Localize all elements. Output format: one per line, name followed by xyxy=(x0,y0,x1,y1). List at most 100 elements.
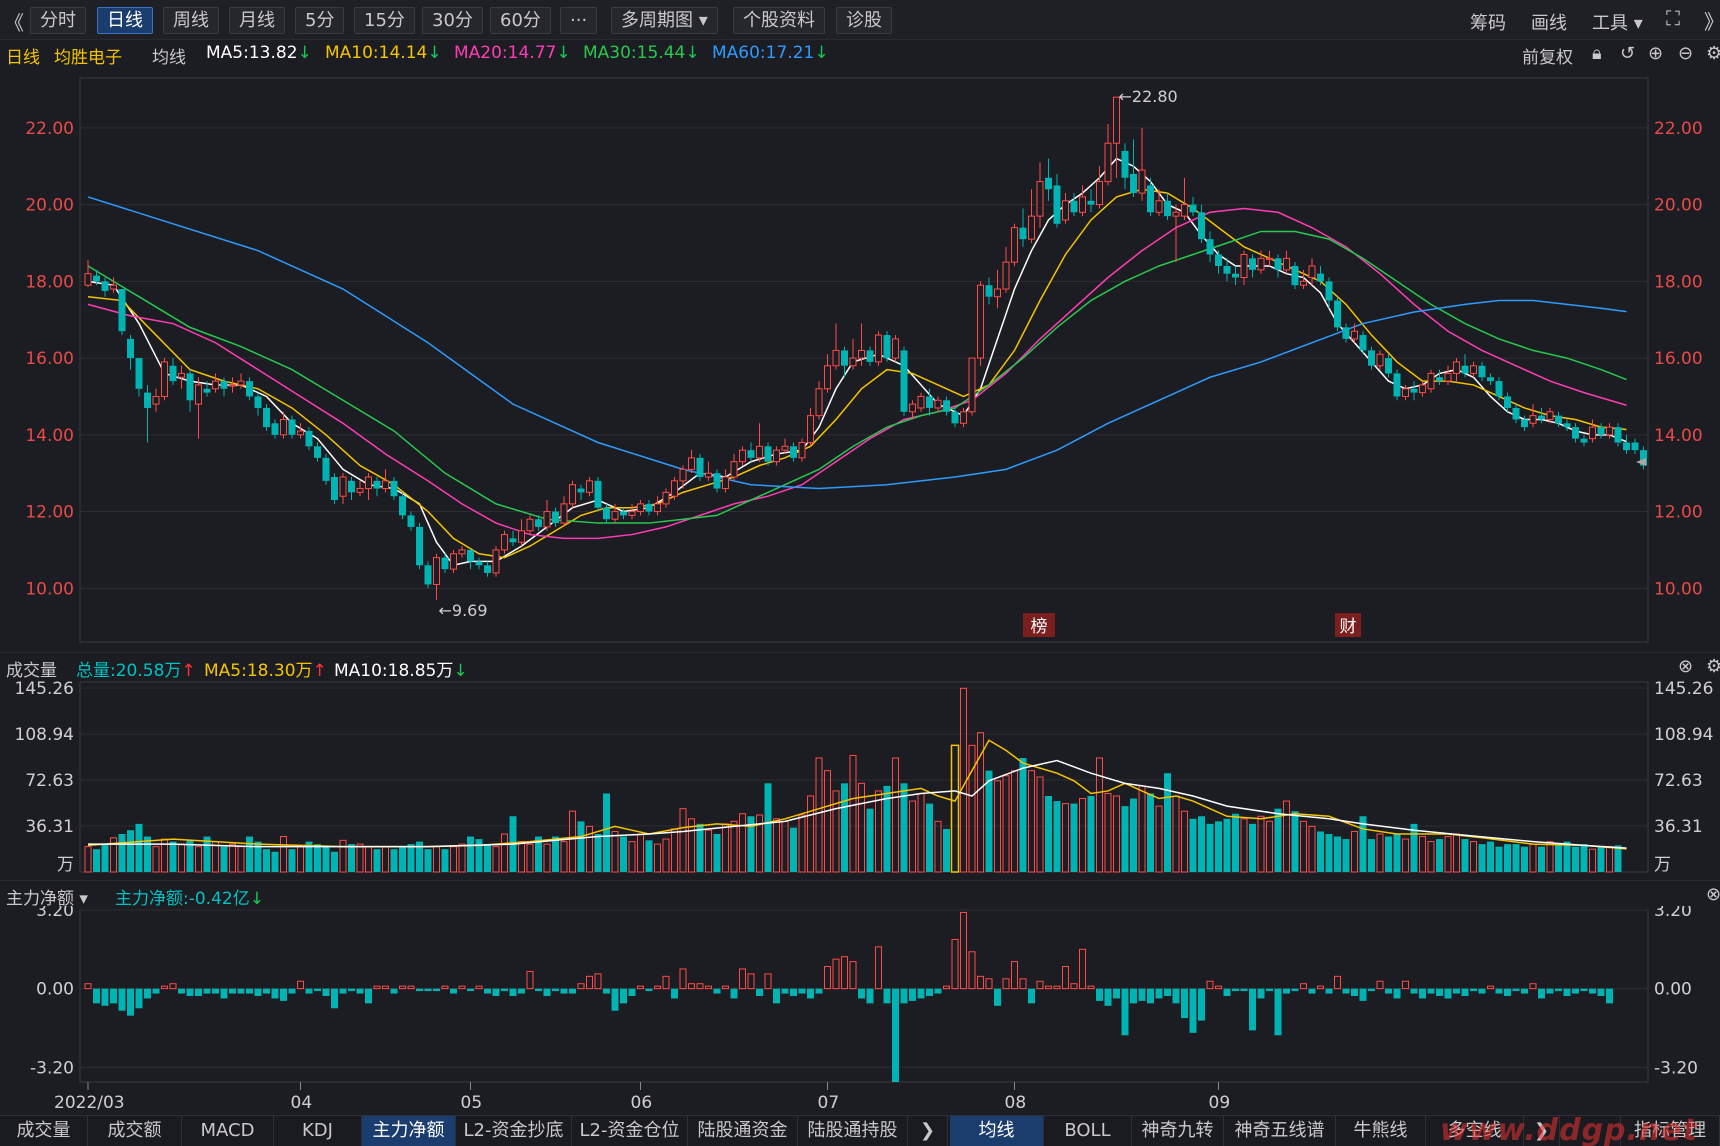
candle[interactable] xyxy=(1376,350,1384,370)
flow-bar[interactable] xyxy=(628,988,636,996)
flow-bar[interactable] xyxy=(467,988,474,992)
volume-bar[interactable] xyxy=(518,841,525,873)
candle[interactable] xyxy=(526,515,534,535)
flow-bar[interactable] xyxy=(1266,988,1273,992)
candle[interactable] xyxy=(1155,189,1163,217)
flow-bar[interactable] xyxy=(747,973,755,990)
candle[interactable] xyxy=(322,454,330,485)
volume-bar[interactable] xyxy=(1096,757,1103,873)
candle[interactable] xyxy=(152,388,160,412)
candle[interactable] xyxy=(382,469,389,493)
volume-bar[interactable] xyxy=(1130,798,1137,872)
candle[interactable] xyxy=(246,377,253,401)
candle[interactable] xyxy=(195,377,202,439)
flow-bar[interactable] xyxy=(1572,988,1579,994)
flow-bar[interactable] xyxy=(611,988,619,1011)
volume-bar[interactable] xyxy=(1376,833,1384,873)
candle[interactable] xyxy=(960,407,967,428)
double-chevron-left-icon[interactable]: 《 xyxy=(4,11,24,35)
flow-bar[interactable] xyxy=(824,966,831,990)
volume-bar[interactable] xyxy=(382,846,389,873)
flow-bar[interactable] xyxy=(1580,988,1588,992)
volume-bar[interactable] xyxy=(900,783,908,872)
candle[interactable] xyxy=(1232,266,1239,286)
candle[interactable] xyxy=(1291,262,1299,290)
volume-bar[interactable] xyxy=(1614,845,1622,872)
flow-bar[interactable] xyxy=(339,988,347,994)
volume-bar[interactable] xyxy=(399,846,406,872)
tab-turnover[interactable]: 成交额 xyxy=(88,1116,182,1146)
volume-bar[interactable] xyxy=(1121,806,1129,872)
volume-bar[interactable] xyxy=(416,841,423,872)
volume-bar[interactable] xyxy=(807,795,814,873)
flow-bar[interactable] xyxy=(144,988,151,999)
volume-bar[interactable] xyxy=(917,792,925,873)
flow-bar[interactable] xyxy=(849,961,857,990)
candle[interactable] xyxy=(220,377,228,397)
flow-bar[interactable] xyxy=(1410,988,1418,994)
volume-bar[interactable] xyxy=(1104,792,1112,873)
flow-bar[interactable] xyxy=(314,988,321,992)
volume-bar[interactable] xyxy=(484,844,491,872)
candle[interactable] xyxy=(458,546,466,558)
flow-bar[interactable] xyxy=(1325,988,1333,994)
volume-bar[interactable] xyxy=(628,841,636,873)
zoom-in-icon[interactable]: ⊕ xyxy=(1648,43,1664,64)
flow-bar[interactable] xyxy=(764,973,772,990)
volume-bar[interactable] xyxy=(705,829,712,873)
candle[interactable] xyxy=(1206,231,1214,263)
volume-bar[interactable] xyxy=(1266,820,1273,873)
volume-bar[interactable] xyxy=(1495,846,1503,872)
flow-bar[interactable] xyxy=(1427,988,1435,994)
volume-bar[interactable] xyxy=(1291,811,1299,872)
volume-bar[interactable] xyxy=(467,836,474,872)
flow-bar[interactable] xyxy=(832,958,840,990)
candle[interactable] xyxy=(263,404,270,431)
candle[interactable] xyxy=(849,338,857,370)
volume-bar[interactable] xyxy=(331,851,338,872)
candle[interactable] xyxy=(586,477,593,497)
volume-bar[interactable] xyxy=(552,836,559,872)
flow-bar[interactable] xyxy=(118,988,126,1011)
volume-bar[interactable] xyxy=(1589,848,1596,873)
volume-bar[interactable] xyxy=(569,810,576,873)
main-flow-chart[interactable]: 3.20 3.20 0.00 0.00 -3.20 -3.20 2022/03 04 05 06… xyxy=(0,906,1720,1114)
candle[interactable] xyxy=(1138,127,1146,201)
volume-bar[interactable] xyxy=(977,732,984,873)
volume-bar[interactable] xyxy=(373,849,381,872)
flow-bar[interactable] xyxy=(1002,978,1010,990)
flow-bar[interactable] xyxy=(977,975,984,990)
flow-bar[interactable] xyxy=(1461,988,1469,996)
flow-bar[interactable] xyxy=(620,988,627,1004)
flow-bar[interactable] xyxy=(1436,988,1443,996)
candle[interactable] xyxy=(1113,96,1120,178)
candle[interactable] xyxy=(756,423,763,462)
candle[interactable] xyxy=(1317,266,1324,286)
candle[interactable] xyxy=(1419,381,1426,397)
flow-bar[interactable] xyxy=(254,988,262,996)
volume-bar[interactable] xyxy=(1410,823,1418,872)
volume-bar[interactable] xyxy=(832,790,840,873)
flow-bar[interactable] xyxy=(900,988,908,1004)
volume-bar[interactable] xyxy=(1079,798,1086,873)
candle[interactable] xyxy=(790,442,797,462)
volume-bar[interactable] xyxy=(305,841,313,872)
flow-bar[interactable] xyxy=(492,988,500,996)
flow-bar[interactable] xyxy=(815,988,823,994)
volume-bar[interactable] xyxy=(1087,796,1095,872)
tab-kdj[interactable]: KDJ xyxy=(274,1116,362,1146)
flow-bar[interactable] xyxy=(875,946,882,990)
candle[interactable] xyxy=(1478,361,1486,382)
flow-bar[interactable] xyxy=(841,956,848,990)
volume-bar[interactable] xyxy=(586,825,593,873)
candle[interactable] xyxy=(1096,166,1103,209)
volume-bar[interactable] xyxy=(101,844,109,872)
flow-bar[interactable] xyxy=(1521,988,1528,994)
volume-bar[interactable] xyxy=(110,837,117,873)
volume-bar[interactable] xyxy=(1444,836,1452,873)
candle[interactable] xyxy=(1461,354,1469,378)
flow-bar[interactable] xyxy=(220,988,228,999)
flow-bar[interactable] xyxy=(569,988,576,994)
candle[interactable] xyxy=(1606,423,1613,439)
volume-bar[interactable] xyxy=(365,846,372,873)
